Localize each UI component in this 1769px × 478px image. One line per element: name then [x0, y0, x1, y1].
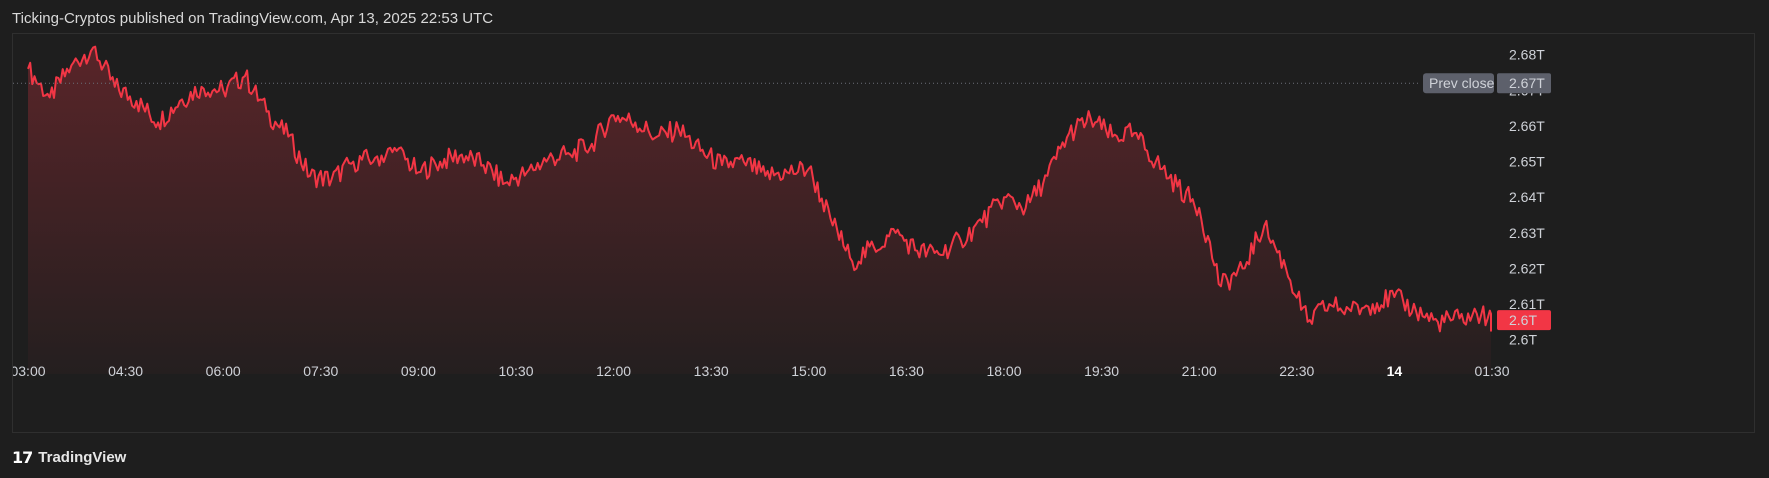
y-axis-label: 2.68T: [1509, 47, 1545, 63]
tradingview-footer[interactable]: 17 TradingView: [12, 446, 126, 468]
last-price-tag: 2.6T: [1497, 310, 1551, 331]
x-axis-label: 15:00: [791, 363, 826, 379]
y-axis-label: 2.63T: [1509, 225, 1545, 241]
x-axis-label: 01:30: [1474, 363, 1509, 379]
x-axis-label: 10:30: [498, 363, 533, 379]
x-axis-label: 21:00: [1182, 363, 1217, 379]
svg-text:2.6T: 2.6T: [1509, 312, 1537, 328]
svg-text:Prev close: Prev close: [1429, 75, 1495, 91]
publish-header: Ticking-Cryptos published on TradingView…: [12, 10, 494, 27]
x-axis-label: 03:00: [13, 363, 46, 379]
price-line[interactable]: [27, 45, 1492, 333]
x-axis-label: 07:30: [303, 363, 338, 379]
y-axis-label: 2.64T: [1509, 189, 1545, 205]
y-axis-label: 2.62T: [1509, 261, 1545, 277]
x-axis-label: 19:30: [1084, 363, 1119, 379]
x-axis-label: 22:30: [1279, 363, 1314, 379]
price-area-fill: [28, 46, 1491, 374]
y-axis-label: 2.65T: [1509, 154, 1545, 170]
x-axis-label: 04:30: [108, 363, 143, 379]
x-axis-label: 14: [1387, 363, 1403, 379]
y-axis-label: 2.66T: [1509, 118, 1545, 134]
x-axis-label: 18:00: [986, 363, 1021, 379]
tradingview-brand: TradingView: [38, 448, 127, 466]
x-axis-label: 12:00: [596, 363, 631, 379]
tradingview-logo-icon: 17: [12, 447, 33, 467]
x-axis-label: 16:30: [889, 363, 924, 379]
x-axis-label: 06:00: [206, 363, 241, 379]
y-axis-label: 2.6T: [1509, 332, 1537, 348]
chart-panel: 2.68T 2.67T 2.66T 2.65T 2.64T 2.63T 2.62T 2.61T…: [12, 33, 1755, 433]
svg-text:2.67T: 2.67T: [1509, 75, 1545, 91]
price-chart[interactable]: 2.68T 2.67T 2.66T 2.65T 2.64T 2.63T 2.62T 2.61T…: [13, 34, 1756, 434]
x-axis-label: 09:00: [401, 363, 436, 379]
prev-close-tag: Prev close 2.67T: [1423, 73, 1551, 94]
y-axis-label: 2.61T: [1509, 296, 1545, 312]
x-axis-label: 13:30: [694, 363, 729, 379]
